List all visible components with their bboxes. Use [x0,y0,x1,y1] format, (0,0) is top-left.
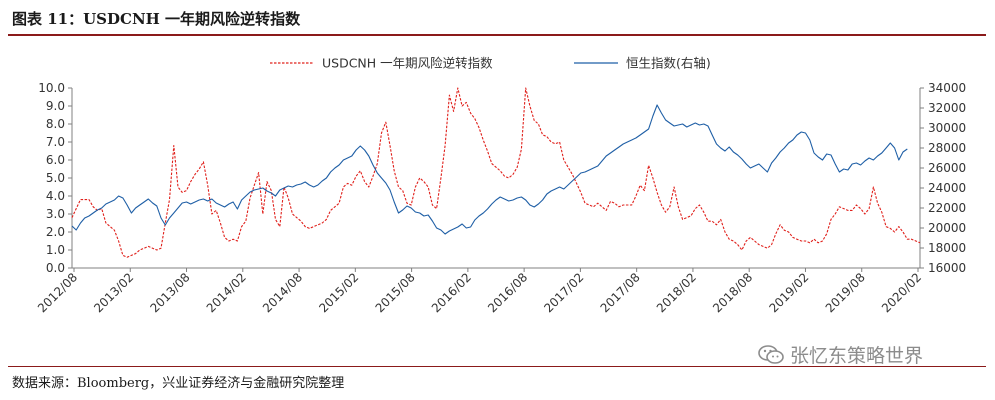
legend-label-hsi: 恒生指数(右轴) [626,56,711,71]
x-tick-label: 2014/02 [204,270,249,315]
series-line-rr [71,87,921,258]
y-left-tick-label: 10.0 [38,81,65,95]
y-right-tick-label: 26000 [928,161,966,175]
y-right-tick-label: 24000 [928,181,966,195]
legend: USDCNH 一年期风险逆转指数 恒生指数(右轴) [270,56,711,71]
y-right-tick-label: 18000 [928,241,966,255]
y-left-tick-label: 1.0 [46,243,65,257]
x-tick-label: 2013/02 [91,270,136,315]
x-tick-label: 2013/08 [147,270,192,315]
chart-area: 0.0 1.0 2.0 3.0 4.0 5.0 6.0 7.0 8.0 9.0 10.0 16000 1… [35,56,966,316]
x-tick-label: 2017/02 [541,270,586,315]
x-tick-label: 2019/08 [823,270,868,315]
y-right-tick-label: 22000 [928,201,966,215]
y-left-tick-label: 3.0 [46,207,65,221]
wechat-icon [758,344,784,365]
footer-rule [8,366,986,367]
y-right-tick-label: 32000 [928,101,966,115]
watermark: 张忆东策略世界 [758,341,923,368]
y-left-tick-label: 9.0 [46,99,65,113]
source-note: 数据来源：Bloomberg，兴业证券经济与金融研究院整理 [12,376,345,391]
y-right-tick-label: 28000 [928,141,966,155]
x-tick-label: 2015/08 [373,270,418,315]
y-right-tick-label: 16000 [928,261,966,275]
series-line-hsi [71,104,908,235]
y-left-tick-label: 8.0 [46,117,65,131]
y-left-tick-label: 4.0 [46,189,65,203]
x-tick-label: 2016/08 [485,270,530,315]
x-tick-label: 2015/02 [316,270,361,315]
y-left-tick-label: 7.0 [46,135,65,149]
x-tick-label: 2012/08 [35,270,80,315]
figure-title: 图表 11：USDCNH 一年期风险逆转指数 [12,10,301,28]
legend-label-rr: USDCNH 一年期风险逆转指数 [322,56,493,71]
y-right-tick-label: 34000 [928,81,966,95]
y-left-tick-label: 0.0 [46,261,65,275]
axes-group: 0.0 1.0 2.0 3.0 4.0 5.0 6.0 7.0 8.0 9.0 10.0 16000 1… [35,81,966,315]
watermark-text: 张忆东策略世界 [790,345,924,367]
y-right-tick-label: 30000 [928,121,966,135]
x-tick-label: 2014/08 [260,270,305,315]
series-group [71,87,921,258]
x-tick-label: 2018/08 [710,270,755,315]
x-tick-label: 2019/02 [766,270,811,315]
y-left-tick-label: 2.0 [46,225,65,239]
y-left-tick-label: 6.0 [46,153,65,167]
x-tick-label: 2017/08 [598,270,643,315]
title-rule [8,34,986,36]
x-tick-label: 2020/02 [879,270,924,315]
y-right-tick-label: 20000 [928,221,966,235]
x-tick-label: 2016/02 [429,270,474,315]
x-tick-label: 2018/02 [654,270,699,315]
y-left-tick-label: 5.0 [46,171,65,185]
